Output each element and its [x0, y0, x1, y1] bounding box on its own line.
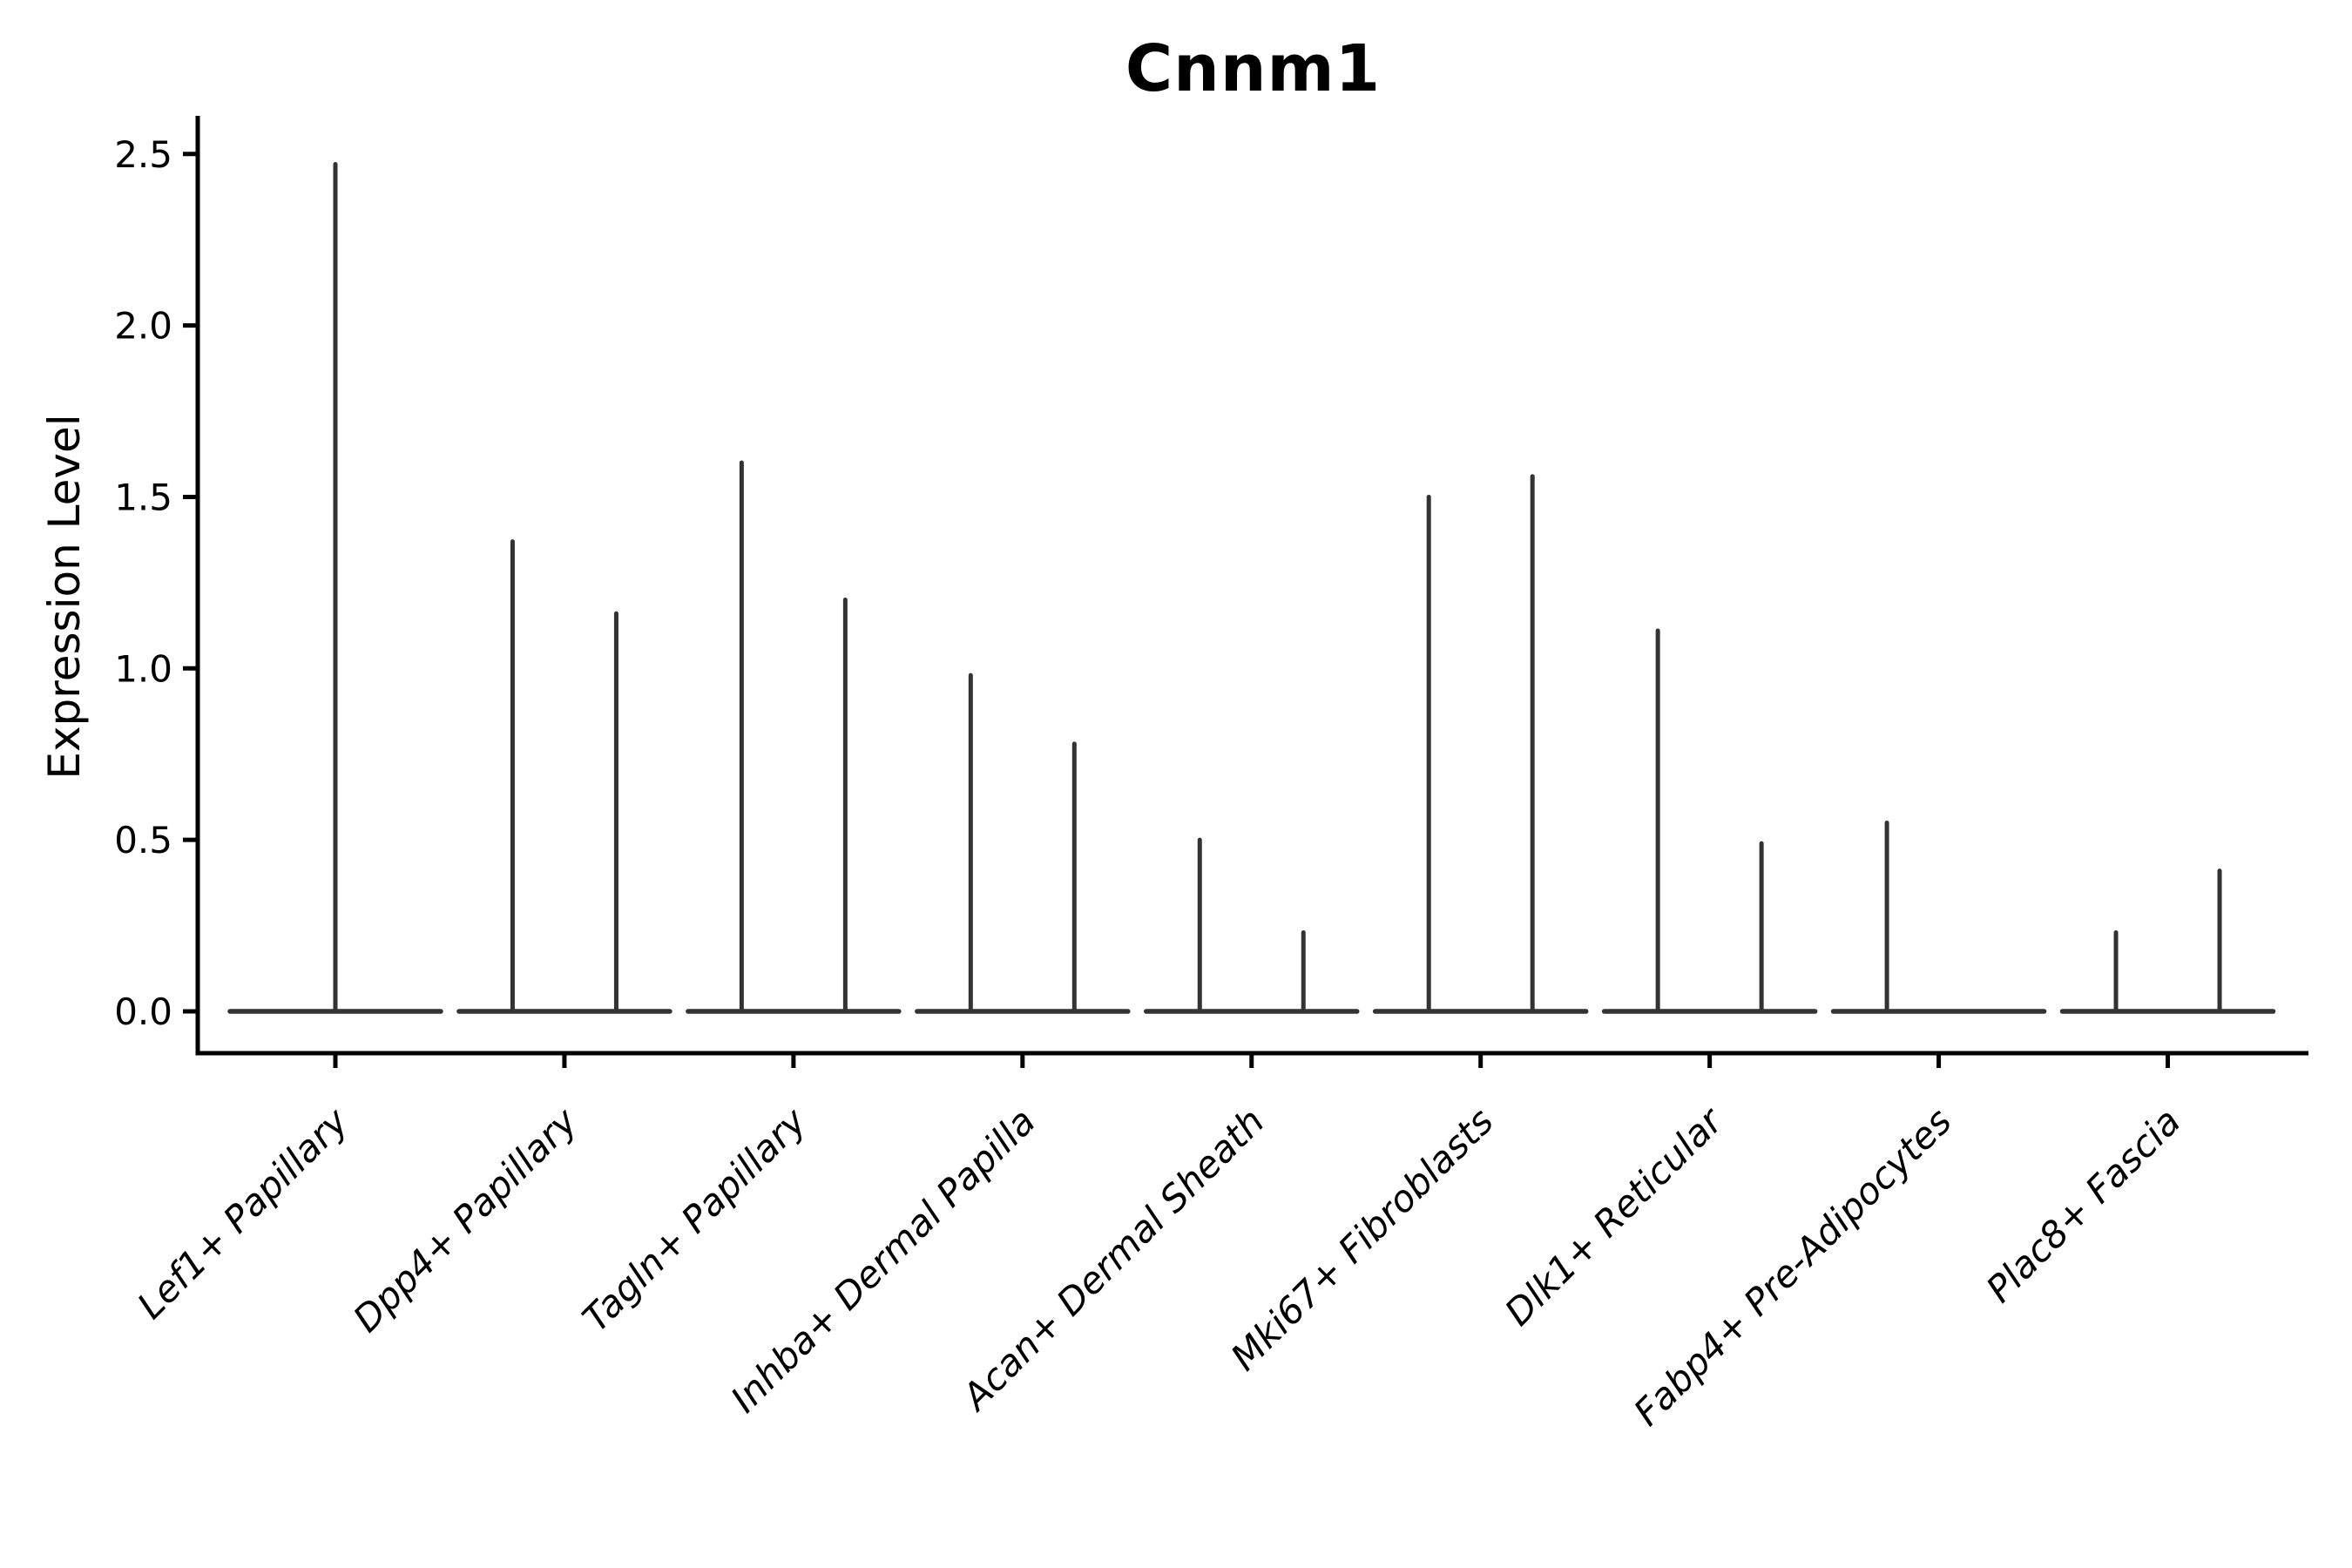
- y-tick-label: 2.0: [114, 305, 172, 348]
- x-tick-label: Mki67+ Fibroblasts: [1222, 1099, 1501, 1378]
- x-tick-label: Dlk1+ Reticular: [1497, 1098, 1733, 1334]
- y-tick-label: 0.5: [114, 819, 172, 862]
- plot-title: Cnnm1: [1125, 31, 1382, 106]
- x-tick-label: Dpp4+ Papillary: [345, 1099, 586, 1341]
- y-tick-label: 0.0: [114, 990, 172, 1033]
- x-tick-label: Lef1+ Papillary: [129, 1099, 357, 1328]
- y-tick-label: 1.0: [114, 647, 172, 690]
- y-tick-label: 1.5: [114, 476, 172, 518]
- x-tick-label: Plac8+ Fascia: [1977, 1099, 2188, 1310]
- x-tick-label: Tagln+ Papillary: [574, 1099, 815, 1341]
- y-tick-label: 2.5: [114, 133, 172, 176]
